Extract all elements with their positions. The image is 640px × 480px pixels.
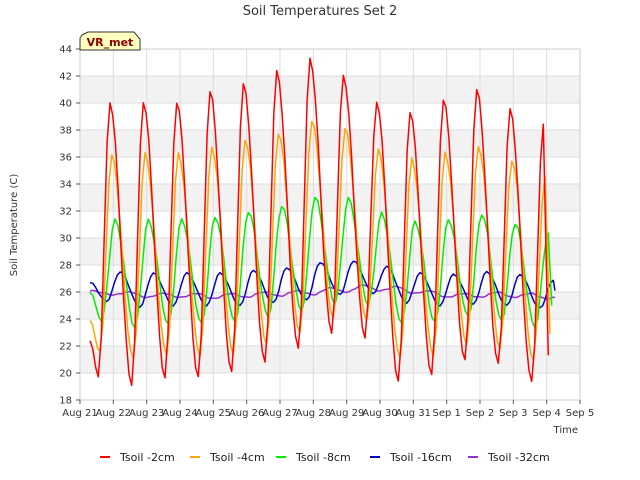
x-tick-label: Sep 4 <box>532 408 560 419</box>
x-tick-label: Aug 21 <box>62 408 97 419</box>
station-badge-label: VR_met <box>87 36 134 49</box>
x-tick-label: Sep 3 <box>499 408 527 419</box>
background-band <box>80 346 580 373</box>
background-band <box>80 130 580 157</box>
y-tick-label: 22 <box>59 342 72 353</box>
y-tick-label: 34 <box>59 180 72 191</box>
plot-area-border <box>79 48 581 401</box>
y-axis-ticks: 18 20 22 24 26 28 30 32 34 36 38 40 42 44 <box>59 45 80 407</box>
x-tick-label: Sep 1 <box>432 408 460 419</box>
y-tick-label: 20 <box>59 369 72 380</box>
x-tick-label: Aug 30 <box>362 408 397 419</box>
x-tick-label: Aug 25 <box>196 408 231 419</box>
legend: Tsoil -2cm Tsoil -4cm Tsoil -8cm Tsoil -16c… <box>100 451 550 464</box>
station-badge: VR_met <box>79 31 141 51</box>
y-tick-label: 32 <box>59 207 72 218</box>
x-tick-label: Aug 27 <box>262 408 297 419</box>
x-tick-label: Aug 31 <box>396 408 431 419</box>
x-tick-label: Sep 2 <box>466 408 494 419</box>
y-tick-label: 36 <box>59 153 72 164</box>
x-tick-label: Sep 5 <box>566 408 594 419</box>
series-layer <box>89 57 556 387</box>
x-tick-label: Aug 23 <box>129 408 164 419</box>
y-tick-label: 44 <box>59 45 72 56</box>
y-tick-label: 30 <box>59 234 72 245</box>
background-band <box>80 184 580 211</box>
background-band <box>80 76 580 103</box>
series-line-tsoil-16cm <box>89 260 556 309</box>
y-tick-label: 28 <box>59 261 72 272</box>
x-axis-label: Time <box>553 425 578 436</box>
y-tick-label: 24 <box>59 315 72 326</box>
station-badge-shape <box>79 31 141 51</box>
x-tick-label: Aug 24 <box>162 408 197 419</box>
background-band <box>80 238 580 265</box>
chart-title: Soil Temperatures Set 2 <box>243 4 398 19</box>
y-tick-label: 26 <box>59 288 72 299</box>
y-tick-label: 38 <box>59 126 72 137</box>
plot-background-bands <box>80 49 580 400</box>
y-tick-label: 40 <box>59 99 72 110</box>
x-tick-label: Aug 29 <box>329 408 364 419</box>
x-tick-label: Aug 28 <box>296 408 331 419</box>
x-tick-label: Aug 26 <box>229 408 264 419</box>
y-axis-label: Soil Temperature (C) <box>9 174 20 277</box>
y-tick-label: 18 <box>59 396 72 407</box>
legend-label: Tsoil -32cm <box>487 451 550 464</box>
series-line-tsoil-8cm <box>89 196 553 329</box>
y-tick-label: 42 <box>59 72 72 83</box>
x-tick-label: Aug 22 <box>96 408 131 419</box>
legend-label: Tsoil -8cm <box>295 451 351 464</box>
series-line-tsoil-2cm <box>89 57 550 387</box>
legend-label: Tsoil -16cm <box>389 451 452 464</box>
legend-label: Tsoil -4cm <box>209 451 265 464</box>
legend-label: Tsoil -2cm <box>119 451 175 464</box>
